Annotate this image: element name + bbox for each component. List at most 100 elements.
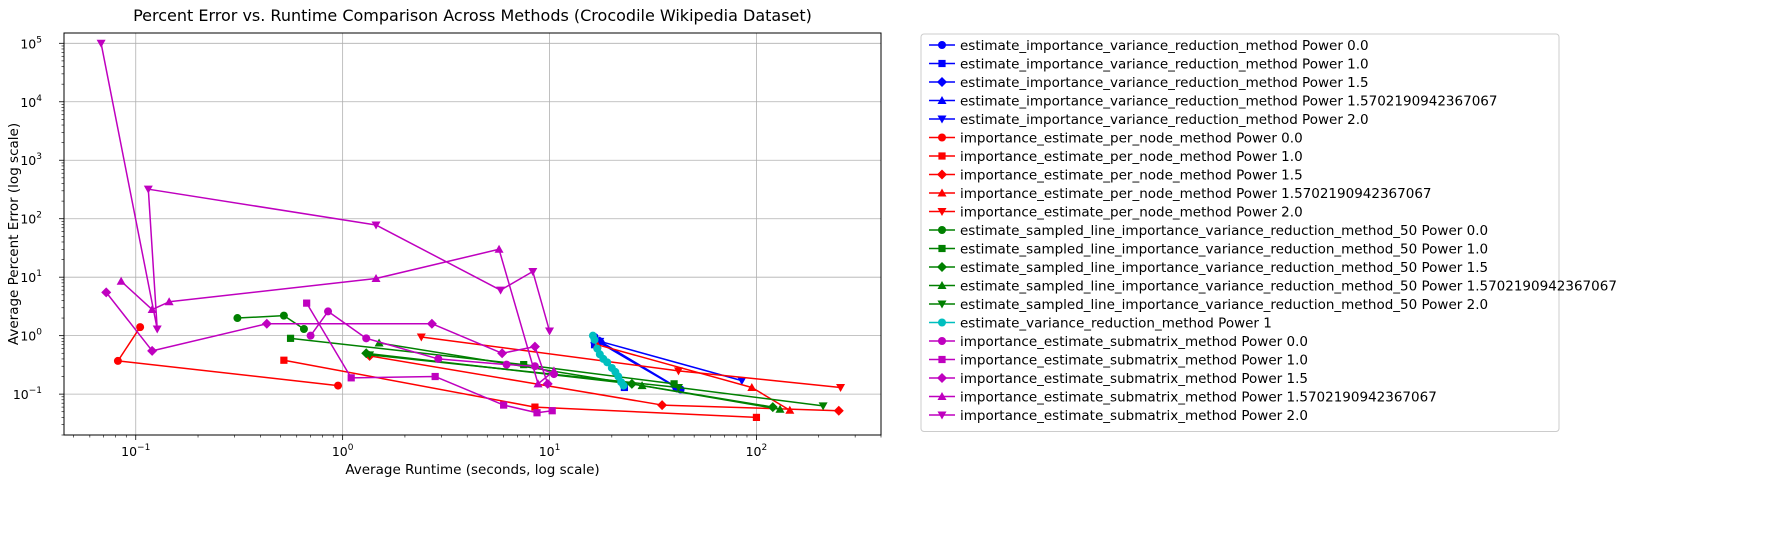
legend-item: estimate_importance_variance_reduction_m… [929,38,1369,54]
legend-item: importance_estimate_submatrix_method Pow… [929,371,1308,387]
legend-item: importance_estimate_submatrix_method Pow… [929,390,1437,406]
data-point [371,273,381,282]
legend-label: estimate_importance_variance_reduction_m… [960,94,1497,110]
series-20 [96,39,555,336]
legend-marker [937,169,947,180]
series-line [378,342,781,411]
y-tick-label: 103 [20,152,42,168]
data-point [603,358,612,367]
x-tick-label: 10−1 [121,443,150,459]
series-line [100,43,551,332]
legend-label: estimate_sampled_line_importance_varianc… [960,260,1488,276]
data-point [152,325,162,334]
data-point [416,333,426,342]
legend-marker [937,77,947,87]
legend-label: estimate_sampled_line_importance_varianc… [960,223,1488,239]
legend-label: importance_estimate_submatrix_method Pow… [960,390,1437,406]
y-tick-label: 100 [20,328,42,344]
data-point [637,381,647,390]
legend-marker [938,226,946,234]
legend-label: importance_estimate_per_node_method Powe… [960,149,1303,165]
data-point [497,348,508,359]
data-point [775,404,785,413]
legend-item: estimate_sampled_line_importance_varianc… [929,279,1617,295]
legend-item: importance_estimate_per_node_method Powe… [929,186,1432,202]
y-tick-label: 101 [20,269,42,285]
legend-marker [937,96,947,104]
data-point [528,268,538,277]
series-19 [116,244,559,388]
data-point [233,314,242,323]
data-point [280,356,288,364]
legend-item: importance_estimate_per_node_method Powe… [929,131,1303,147]
data-point [833,405,844,416]
data-point [306,331,315,340]
legend-label: importance_estimate_submatrix_method Pow… [960,408,1308,424]
data-point [548,407,556,415]
x-axis-label: Average Runtime (seconds, log scale) [345,462,599,478]
chart-title: Percent Error vs. Runtime Comparison Acr… [133,6,812,25]
data-point [533,379,543,388]
y-tick-label: 105 [20,35,42,51]
series-10 [233,311,308,333]
data-point [279,311,288,320]
legend-label: importance_estimate_submatrix_method Pow… [960,353,1308,369]
legend-item: importance_estimate_per_node_method Powe… [929,205,1303,221]
series-line [237,314,305,330]
data-point [113,356,122,365]
y-tick-label: 10−1 [13,386,42,402]
data-point [818,402,828,411]
data-point [673,383,683,392]
legend-label: importance_estimate_per_node_method Powe… [960,205,1303,221]
legend-label: importance_estimate_submatrix_method Pow… [960,334,1308,350]
data-point [785,405,795,414]
x-tick-label: 102 [746,443,768,459]
legend-label: estimate_variance_reduction_method Power… [960,316,1272,332]
data-point [529,341,540,352]
legend-marker [938,152,946,160]
data-point [143,185,153,194]
data-point [520,360,528,369]
data-point [670,380,678,388]
legend-label: importance_estimate_per_node_method Powe… [960,168,1303,184]
series-11 [286,334,678,388]
axis-ticks: 10−1 100 101 102 10−1 100 101 102 103 104 105 [13,35,882,459]
data-point [590,341,599,349]
data-point [531,403,539,411]
series-line [306,302,553,414]
legend-marker [937,281,947,289]
legend-label: estimate_importance_variance_reduction_m… [960,75,1369,91]
data-point [324,307,333,316]
legend-marker [938,244,946,253]
legend-item: estimate_variance_reduction_method Power… [929,316,1272,332]
legend-item: importance_estimate_submatrix_method Pow… [929,353,1308,369]
legend-marker [938,59,946,68]
legend-marker [937,188,947,197]
legend-item: importance_estimate_per_node_method Powe… [929,149,1303,165]
data-point [426,318,437,329]
legend-marker [937,411,947,420]
data-point [371,221,381,230]
series-12 [361,348,778,413]
data-point [334,381,343,390]
legend-item: estimate_sampled_line_importance_varianc… [929,260,1488,276]
series-layer [96,39,846,421]
grid-lines [64,33,881,435]
legend-item: estimate_importance_variance_reduction_m… [929,94,1497,110]
y-tick-label: 102 [20,211,42,227]
series-5 [113,323,343,390]
legend-label: estimate_importance_variance_reduction_m… [960,38,1369,54]
data-point [365,351,375,360]
legend-label: importance_estimate_submatrix_method Pow… [960,371,1308,387]
data-point [500,401,508,409]
data-point [101,287,112,298]
data-point [673,367,683,376]
data-point [590,335,599,344]
legend-marker [937,373,947,383]
data-point [496,286,506,295]
data-point [502,360,511,369]
legend-marker [938,133,946,142]
data-point [136,323,145,332]
legend-item: estimate_sampled_line_importance_varianc… [929,223,1488,239]
